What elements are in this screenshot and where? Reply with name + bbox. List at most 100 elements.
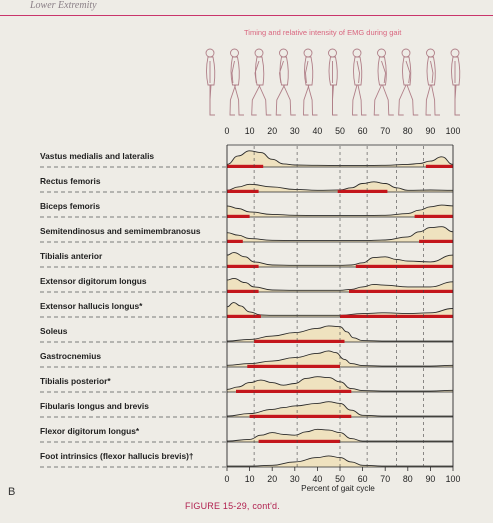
top-axis-ticks: 0 10 20 30 40 50 60 70 80 90 100 xyxy=(225,126,461,136)
activity-bar xyxy=(414,214,453,218)
top-tick-label: 20 xyxy=(267,126,277,136)
gait-figure-icon xyxy=(398,48,419,116)
gait-figure-icon xyxy=(373,48,394,116)
top-tick-label: 0 xyxy=(225,126,230,136)
emg-area xyxy=(227,401,453,417)
muscle-row: Gastrocnemius xyxy=(40,350,454,368)
muscle-label: Tibialis posterior* xyxy=(40,376,111,386)
bottom-tick-label: 70 xyxy=(380,474,390,484)
x-axis-title: Percent of gait cycle xyxy=(301,484,375,493)
muscle-row: Foot intrinsics (flexor hallucis brevis)… xyxy=(40,451,453,468)
bottom-axis-ticks: 0 10 20 30 40 50 60 70 80 90 100 xyxy=(225,467,461,484)
bottom-tick-label: 20 xyxy=(267,474,277,484)
top-tick-label: 10 xyxy=(245,126,255,136)
figure-caption: FIGURE 15-29, cont'd. xyxy=(185,501,280,511)
bottom-tick-label: 80 xyxy=(403,474,413,484)
muscle-rows: Vastus medialis and lateralis Rectus femo… xyxy=(40,144,454,468)
muscle-row: Biceps femoris xyxy=(40,201,454,218)
emg-curve xyxy=(226,204,454,217)
muscle-row: Flexor digitorum longus* xyxy=(40,426,453,443)
activity-bar xyxy=(254,339,345,343)
emg-curve xyxy=(226,252,454,266)
muscle-label: Foot intrinsics (flexor hallucis brevis)… xyxy=(40,451,194,461)
muscle-row: Semitendinosus and semimembranosus xyxy=(40,226,454,243)
muscle-row: Tibialis anterior xyxy=(40,251,454,268)
gait-figure-icon xyxy=(425,48,440,116)
emg-area xyxy=(227,376,453,392)
emg-area xyxy=(227,252,453,267)
muscle-row: Rectus femoris xyxy=(40,176,454,193)
emg-curve xyxy=(226,401,453,417)
activity-bar xyxy=(227,239,243,243)
muscle-label: Rectus femoris xyxy=(40,176,101,186)
gait-figure-icon xyxy=(205,48,216,116)
emg-curve xyxy=(226,325,453,342)
muscle-label: Extensor digitorum longus xyxy=(40,276,147,286)
activity-bar xyxy=(249,414,352,418)
top-tick-label: 100 xyxy=(446,126,461,136)
muscle-row: Vastus medialis and lateralis xyxy=(40,150,454,168)
emg-curve xyxy=(226,376,454,392)
activity-bar xyxy=(419,239,453,243)
running-head: Lower Extremity xyxy=(30,0,97,11)
gait-figure-icon xyxy=(251,48,272,116)
emg-curve xyxy=(226,302,454,316)
emg-area xyxy=(227,455,453,467)
muscle-label: Fibularis longus and brevis xyxy=(40,401,149,411)
gait-figure-icon xyxy=(229,48,244,116)
activity-bar xyxy=(227,214,250,218)
gait-figure-icon xyxy=(328,48,338,116)
activity-bar xyxy=(247,364,340,368)
muscle-label: Semitendinosus and semimembranosus xyxy=(40,226,201,236)
activity-bar xyxy=(227,164,264,168)
activity-bar xyxy=(425,164,453,168)
muscle-label: Tibialis anterior xyxy=(40,251,103,261)
activity-bar xyxy=(258,439,340,443)
top-tick-label: 40 xyxy=(313,126,323,136)
bottom-tick-label: 100 xyxy=(446,474,461,484)
activity-bar xyxy=(236,389,352,393)
emg-curve xyxy=(226,181,454,191)
muscle-label: Soleus xyxy=(40,326,68,336)
top-tick-label: 60 xyxy=(358,126,368,136)
muscle-row: Extensor digitorum longus xyxy=(40,276,454,293)
bottom-tick-label: 90 xyxy=(426,474,436,484)
muscle-row: Soleus xyxy=(40,325,453,343)
panel-label: B xyxy=(8,486,16,498)
top-tick-label: 30 xyxy=(290,126,300,136)
emg-curve xyxy=(226,226,454,242)
emg-curve xyxy=(227,455,453,467)
top-tick-label: 50 xyxy=(335,126,345,136)
bottom-tick-label: 30 xyxy=(290,474,300,484)
gait-figure-icon xyxy=(352,48,367,116)
emg-curve xyxy=(226,150,454,167)
muscle-row: Extensor hallucis longus* xyxy=(40,301,454,318)
muscle-row: Fibularis longus and brevis xyxy=(40,401,453,418)
muscle-label: Biceps femoris xyxy=(40,201,100,211)
activity-bar xyxy=(227,264,259,268)
bottom-tick-label: 50 xyxy=(335,474,345,484)
top-tick-label: 90 xyxy=(426,126,436,136)
muscle-label: Flexor digitorum longus* xyxy=(40,426,140,436)
top-tick-label: 70 xyxy=(380,126,390,136)
muscle-label: Extensor hallucis longus* xyxy=(40,301,143,311)
gait-figure-icon xyxy=(303,48,318,116)
activity-bar xyxy=(227,289,259,293)
activity-bar xyxy=(337,189,388,193)
top-tick-label: 80 xyxy=(403,126,413,136)
bottom-tick-label: 60 xyxy=(358,474,368,484)
gait-figure-icon xyxy=(450,48,461,116)
emg-area xyxy=(227,278,453,292)
activity-bar xyxy=(227,314,261,318)
bottom-tick-label: 10 xyxy=(245,474,255,484)
activity-bar xyxy=(227,189,259,193)
header-rule xyxy=(0,15,493,16)
muscle-row: Tibialis posterior* xyxy=(40,376,454,393)
gait-figures xyxy=(205,48,461,116)
activity-bar xyxy=(355,264,453,268)
bottom-tick-label: 40 xyxy=(313,474,323,484)
phase-lines xyxy=(253,146,424,467)
chart-title: Timing and relative intensity of EMG dur… xyxy=(244,28,402,37)
